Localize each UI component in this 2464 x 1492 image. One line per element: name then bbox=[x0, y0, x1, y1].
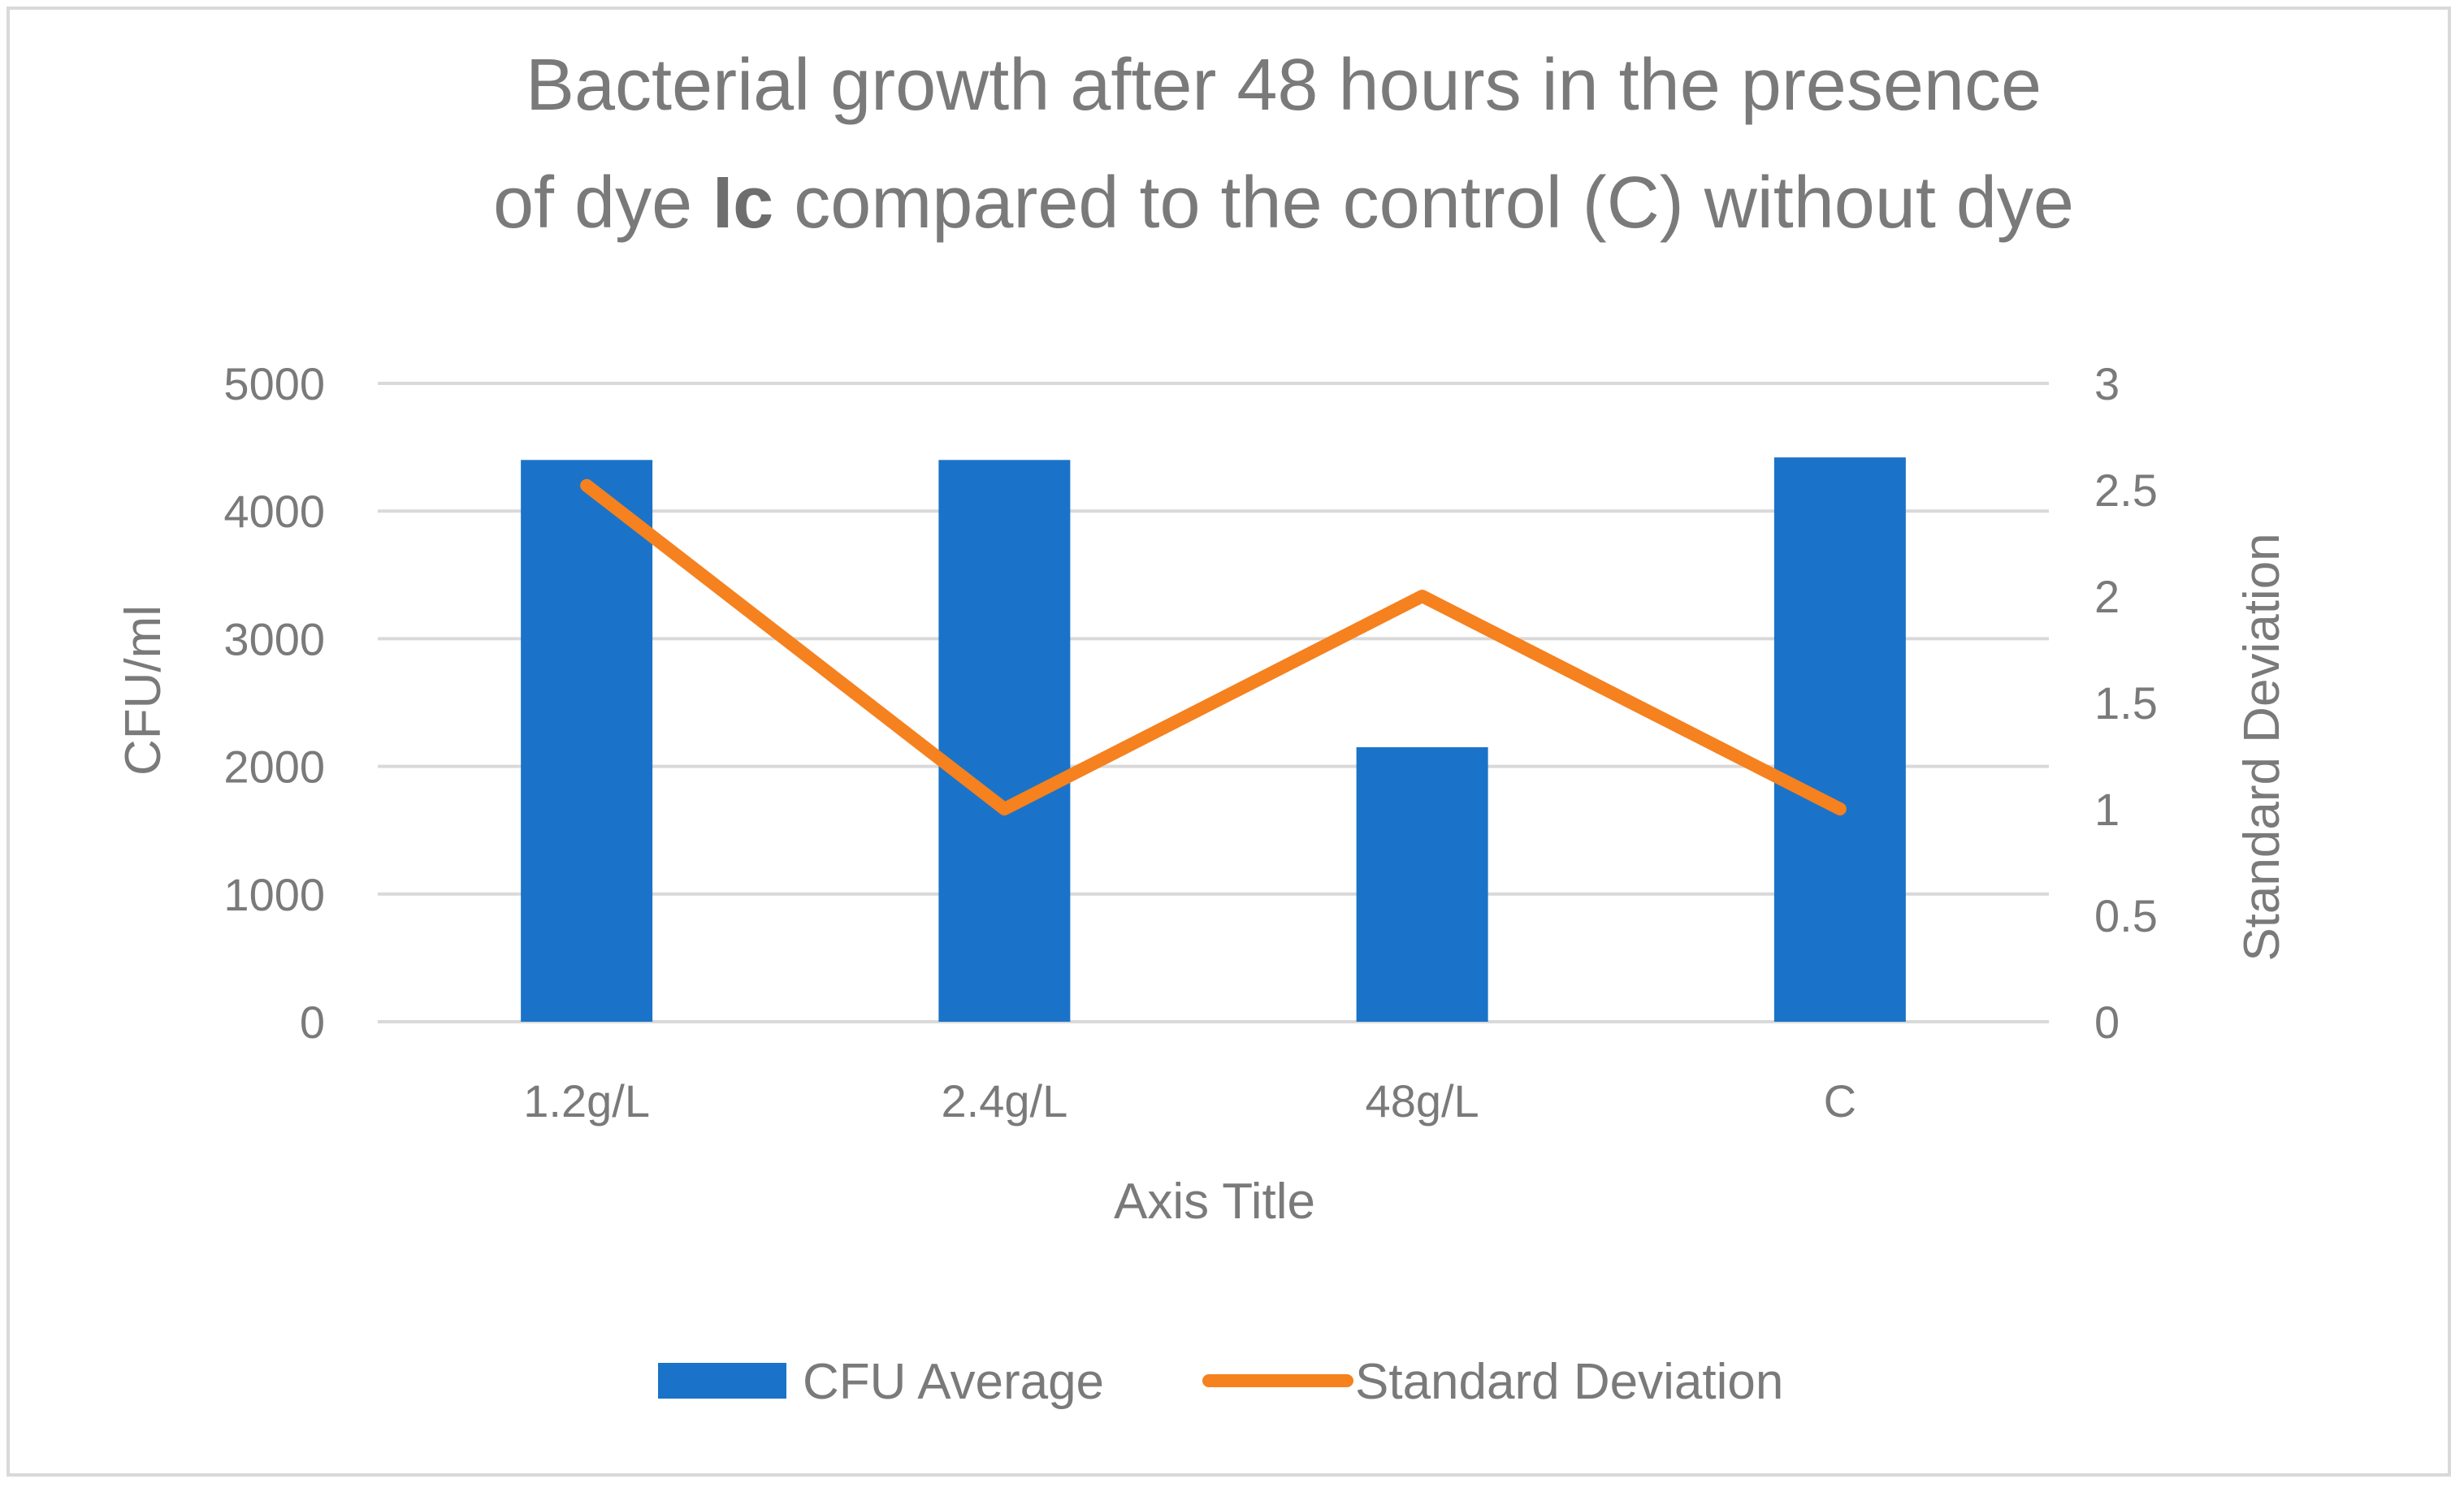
chart-title-line-2-bold: Ic bbox=[712, 162, 773, 244]
legend-label-cfu-average: CFU Average bbox=[803, 1354, 1104, 1410]
line-point-48g-l bbox=[1421, 595, 1423, 597]
y-tick-label-3000: 3000 bbox=[223, 613, 325, 664]
line-path-standard-deviation bbox=[580, 478, 1847, 815]
x-tick-label-c: C bbox=[1824, 1075, 1856, 1127]
y2-tick-label-3: 3 bbox=[2094, 358, 2120, 409]
y2-tick-label-2-5: 2.5 bbox=[2094, 465, 2158, 516]
y-axis-title: CFU/ml bbox=[115, 605, 171, 776]
x-axis-title: Axis Title bbox=[1114, 1174, 1315, 1230]
y-axis-left-ticks: 0 1000 2000 3000 4000 5000 bbox=[223, 358, 325, 1048]
chart-title-line-2-post: compared to the control (C) without dye bbox=[773, 162, 2074, 244]
legend-swatch-cfu-average bbox=[658, 1363, 786, 1399]
legend: CFU Average Standard Deviation bbox=[658, 1354, 1783, 1410]
bar-1-2g-l bbox=[521, 460, 653, 1022]
y-tick-label-1000: 1000 bbox=[223, 869, 325, 920]
y-tick-label-4000: 4000 bbox=[223, 486, 325, 537]
line-point-2-4g-l bbox=[1003, 808, 1006, 810]
y2-tick-label-2: 2 bbox=[2094, 571, 2120, 622]
line-point-1-2g-l bbox=[586, 484, 588, 487]
y-axis-right-ticks: 0 0.5 1 1.5 2 2.5 3 bbox=[2094, 358, 2158, 1048]
gridlines bbox=[378, 382, 2049, 1023]
bar-c bbox=[1773, 457, 1906, 1022]
y2-tick-label-0: 0 bbox=[2094, 997, 2120, 1048]
line-point-c bbox=[1838, 808, 1841, 810]
line-standard-deviation bbox=[580, 478, 1847, 815]
y-tick-label-2000: 2000 bbox=[223, 742, 325, 793]
bar-2-4g-l bbox=[938, 460, 1071, 1022]
chart-title-line-2-pre: of dye bbox=[493, 162, 712, 244]
chart-title-line-1: Bacterial growth after 48 hours in the p… bbox=[526, 45, 2042, 126]
y2-tick-label-0-5: 0.5 bbox=[2094, 890, 2158, 941]
x-tick-label-2-4g-l: 2.4g/L bbox=[942, 1075, 1068, 1127]
y-tick-label-5000: 5000 bbox=[223, 358, 325, 409]
x-tick-label-1-2g-l: 1.2g/L bbox=[523, 1075, 650, 1127]
y2-tick-label-1: 1 bbox=[2094, 784, 2120, 835]
chart-frame bbox=[6, 6, 2451, 1477]
y2-axis-title: Standard Deviation bbox=[2234, 533, 2290, 961]
bars-cfu-average bbox=[521, 457, 1906, 1022]
x-axis-ticks: 1.2g/L 2.4g/L 48g/L C bbox=[523, 1075, 1856, 1127]
chart-title-line-2: of dye Ic compared to the control (C) wi… bbox=[493, 162, 2074, 244]
bar-48g-l bbox=[1356, 747, 1488, 1022]
legend-label-standard-deviation: Standard Deviation bbox=[1355, 1354, 1783, 1410]
y-tick-label-0: 0 bbox=[300, 997, 325, 1048]
y2-tick-label-1-5: 1.5 bbox=[2094, 677, 2158, 729]
x-tick-label-48g-l: 48g/L bbox=[1366, 1075, 1479, 1127]
